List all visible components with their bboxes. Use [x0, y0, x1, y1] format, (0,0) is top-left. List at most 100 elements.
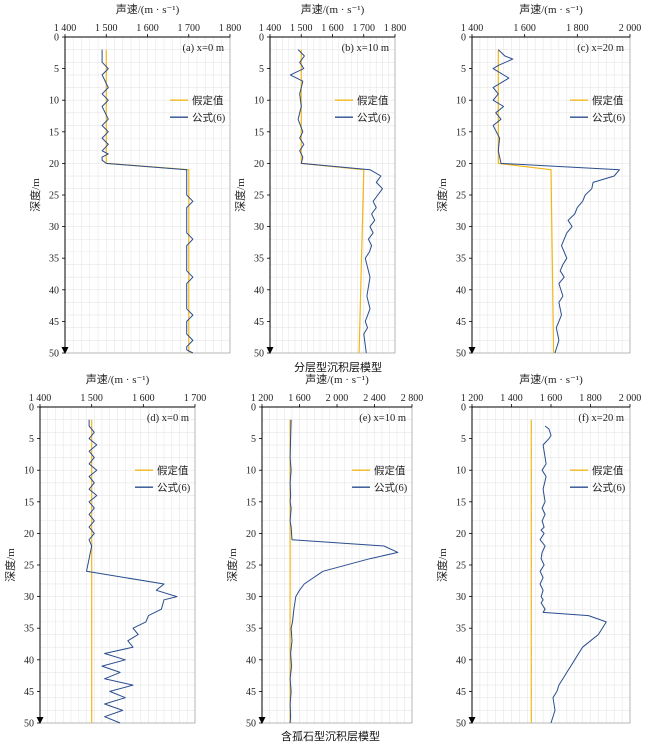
y-tick-label: 5	[259, 64, 264, 75]
y-tick-label: 20	[246, 529, 256, 540]
y-tick-label: 45	[49, 317, 59, 328]
y-tick-label: 0	[461, 403, 466, 414]
legend-label-assumed: 假定值	[157, 464, 189, 477]
series-formula-line	[539, 425, 607, 724]
y-tick-label: 30	[49, 222, 59, 233]
x-tick-label: 1 500	[290, 23, 313, 34]
y-tick-label: 5	[29, 434, 34, 445]
x-axis-title: 声速/(m · s⁻¹)	[305, 372, 369, 386]
y-tick-label: 50	[456, 349, 466, 360]
x-axis-title: 声速/(m · s⁻¹)	[519, 2, 583, 16]
y-axis-arrow	[266, 347, 274, 354]
x-tick-label: 1 400	[29, 393, 52, 404]
legend-label-formula: 公式(6)	[192, 111, 226, 124]
y-tick-label: 15	[24, 497, 34, 508]
y-tick-label: 20	[456, 159, 466, 170]
x-tick-label: 1 800	[219, 23, 242, 34]
y-tick-label: 35	[456, 624, 466, 635]
x-tick-label: 1 500	[80, 393, 103, 404]
x-tick-label: 1 600	[540, 393, 563, 404]
series-formula-line	[492, 49, 620, 354]
y-axis-title: 深度/m	[435, 548, 449, 582]
y-tick-label: 30	[246, 592, 256, 603]
x-axis-title: 声速/(m · s⁻¹)	[86, 372, 150, 386]
group-caption-bottom: 含孤石型沉积层模型	[281, 731, 380, 743]
x-tick-label: 1 600	[288, 393, 311, 404]
y-tick-label: 15	[456, 497, 466, 508]
y-tick-label: 15	[246, 497, 256, 508]
legend-label-formula: 公式(6)	[357, 111, 391, 124]
panel-label: (a) x=0 m	[183, 43, 225, 54]
y-tick-label: 10	[456, 96, 466, 107]
x-tick-label: 1 700	[353, 23, 376, 34]
y-axis-arrow	[468, 347, 476, 354]
y-tick-label: 45	[246, 687, 256, 698]
y-tick-label: 5	[251, 434, 256, 445]
series-assumed-line	[497, 49, 555, 354]
y-tick-label: 50	[246, 719, 256, 730]
y-tick-label: 5	[54, 64, 59, 75]
x-tick-label: 1 200	[461, 393, 484, 404]
x-tick-label: 1 400	[54, 23, 77, 34]
panel-label: (d) x=0 m	[147, 413, 189, 424]
x-tick-label: 1 700	[178, 23, 201, 34]
y-tick-label: 40	[49, 285, 59, 296]
panel-c: 1 400 1 600 1 800 2 000 声速/(m · s⁻¹) 0 5 10 15 20…	[435, 2, 641, 360]
series-formula-line	[86, 419, 178, 724]
series-formula-line	[289, 49, 383, 354]
x-tick-label: 1 400	[461, 23, 484, 34]
x-tick-label: 1 500	[95, 23, 118, 34]
y-tick-label: 50	[456, 719, 466, 730]
y-tick-label: 5	[461, 434, 466, 445]
panel-a: 1 400 1 500 1 600 1 700 1 800 声速/(m · s⁻¹) 0 5 1…	[28, 2, 241, 360]
panel-d: 1 400 1 500 1 600 1 700 声速/(m · s⁻¹) 0 5 10 15 20…	[3, 372, 206, 730]
legend-label-formula: 公式(6)	[157, 481, 191, 494]
x-tick-label: 1 600	[513, 23, 536, 34]
y-tick-label: 0	[461, 33, 466, 44]
x-tick-label: 1 400	[259, 23, 282, 34]
y-tick-label: 45	[24, 687, 34, 698]
y-tick-label: 40	[24, 655, 34, 666]
y-axis-title: 深度/m	[28, 178, 42, 212]
y-tick-label: 10	[246, 466, 256, 477]
y-tick-label: 35	[456, 254, 466, 265]
x-tick-label: 1 600	[321, 23, 344, 34]
x-axis-title: 声速/(m · s⁻¹)	[519, 372, 583, 386]
series-formula-line	[101, 49, 194, 354]
y-tick-label: 15	[254, 127, 264, 138]
y-tick-label: 40	[456, 285, 466, 296]
y-axis-arrow	[258, 717, 266, 724]
y-tick-label: 30	[456, 222, 466, 233]
y-tick-label: 10	[254, 96, 264, 107]
y-tick-label: 20	[254, 159, 264, 170]
legend-label-formula: 公式(6)	[374, 481, 408, 494]
y-tick-label: 30	[456, 592, 466, 603]
y-tick-label: 20	[24, 529, 34, 540]
y-axis-title: 深度/m	[225, 548, 239, 582]
panel-label: (e) x=10 m	[359, 413, 406, 424]
x-tick-label: 2 400	[363, 393, 386, 404]
y-axis-arrow	[36, 717, 44, 724]
y-tick-label: 40	[456, 655, 466, 666]
legend-label-formula: 公式(6)	[592, 481, 626, 494]
y-tick-label: 25	[456, 561, 466, 572]
x-tick-label: 2 800	[401, 393, 424, 404]
y-tick-label: 35	[49, 254, 59, 265]
x-tick-label: 1 600	[132, 393, 155, 404]
group-caption-top: 分层型沉积层模型	[294, 362, 382, 374]
y-tick-label: 10	[456, 466, 466, 477]
x-tick-label: 1 600	[136, 23, 159, 34]
y-tick-label: 45	[456, 317, 466, 328]
legend-label-assumed: 假定值	[357, 94, 389, 107]
y-tick-label: 40	[246, 655, 256, 666]
y-tick-label: 15	[456, 127, 466, 138]
y-tick-label: 35	[254, 254, 264, 265]
y-axis-title: 深度/m	[3, 548, 17, 582]
panel-label: (b) x=10 m	[342, 43, 389, 54]
y-tick-label: 25	[49, 191, 59, 202]
y-tick-label: 40	[254, 285, 264, 296]
y-tick-label: 50	[24, 719, 34, 730]
y-tick-label: 25	[456, 191, 466, 202]
x-tick-label: 1 800	[566, 23, 589, 34]
y-tick-label: 20	[456, 529, 466, 540]
